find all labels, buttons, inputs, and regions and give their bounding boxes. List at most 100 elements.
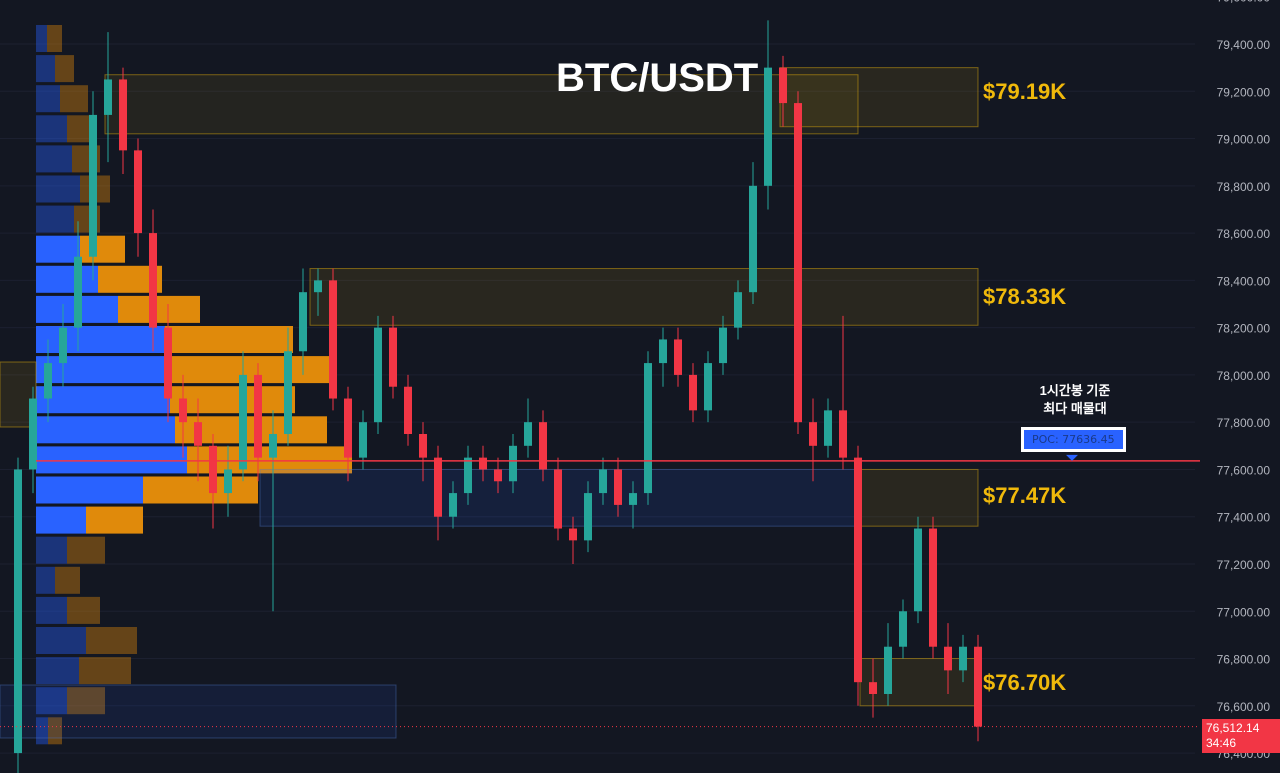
volume-profile-buy-bar [36, 235, 80, 263]
volume-profile-buy-bar [36, 356, 168, 384]
volume-profile-sell-bar [143, 476, 258, 504]
candle-body [149, 233, 157, 328]
candle-body [779, 67, 787, 104]
volume-profile-sell-bar [67, 536, 105, 564]
zone-box [859, 468, 979, 527]
candle-body [134, 150, 142, 234]
candle-body [659, 339, 667, 364]
candle-body [179, 398, 187, 423]
volume-profile-buy-bar [36, 566, 55, 594]
volume-profile-sell-bar [79, 657, 131, 685]
candle-body [839, 410, 847, 458]
volume-profile-sell-bar [55, 566, 80, 594]
volume-profile-sell-bar [86, 627, 137, 654]
candle-body [59, 327, 67, 364]
candle-body [584, 493, 592, 541]
zone-label: $76.70K [983, 670, 1067, 695]
y-tick-label: 79,600.00 [1217, 0, 1271, 5]
candle-body [629, 493, 637, 505]
candle-body [524, 422, 532, 446]
volume-profile-sell-bar [80, 235, 125, 263]
y-tick-label: 78,000.00 [1217, 369, 1271, 383]
candle-body [869, 682, 877, 694]
candle-body [44, 363, 52, 399]
candle-body [449, 493, 457, 517]
candle-body [794, 103, 802, 423]
candle-body [974, 646, 982, 727]
candle-body [419, 433, 427, 458]
candle-body [119, 79, 127, 151]
zone-box [859, 658, 979, 707]
y-tick-label: 76,600.00 [1217, 700, 1271, 714]
volume-profile-sell-bar [60, 85, 88, 113]
candle-body [104, 79, 112, 115]
candle-body [254, 374, 262, 458]
volume-profile-sell-bar [67, 596, 100, 624]
volume-profile-buy-bar [36, 687, 67, 715]
volume-profile-buy-bar [36, 265, 98, 293]
candle-body [194, 422, 202, 446]
volume-profile-buy-bar [36, 205, 74, 233]
volume-profile-buy-bar [36, 416, 175, 444]
annotation-line: 최다 매물대 [1043, 401, 1107, 416]
candle-body [899, 611, 907, 647]
candle-body [209, 445, 217, 494]
y-tick-label: 78,600.00 [1217, 227, 1271, 241]
candle-countdown: 34:46 [1206, 736, 1237, 750]
candle-body [674, 339, 682, 375]
current-price: 76,512.14 [1206, 721, 1260, 735]
candle-body [239, 374, 247, 470]
candle-body [434, 457, 442, 517]
candle-body [29, 398, 37, 470]
candle-body [884, 646, 892, 694]
volume-profile-buy-bar [36, 145, 72, 173]
annotation-line: 1시간봉 기준 [1039, 383, 1111, 398]
chart-title: BTC/USDT [556, 56, 759, 100]
y-tick-label: 78,400.00 [1217, 274, 1271, 288]
candle-body [269, 433, 277, 458]
volume-profile-sell-bar [67, 687, 105, 715]
volume-profile-sell-bar [165, 326, 293, 353]
candle-body [914, 528, 922, 612]
volume-profile-buy-bar [36, 596, 67, 624]
volume-profile-buy-bar [36, 446, 187, 474]
y-tick-label: 77,200.00 [1217, 558, 1271, 572]
candle-body [734, 292, 742, 328]
volume-profile-buy-bar [36, 115, 67, 143]
candle-body [74, 256, 82, 328]
candle-body [344, 398, 352, 458]
candle-body [89, 114, 97, 257]
zone-box [0, 684, 397, 739]
poc-label: POC: 77636.45 [1021, 427, 1126, 452]
y-tick-label: 78,200.00 [1217, 322, 1271, 336]
volume-profile-sell-bar [86, 506, 143, 534]
y-tick-label: 78,800.00 [1217, 180, 1271, 194]
candle-body [554, 469, 562, 529]
candle-body [14, 469, 22, 754]
candle-body [374, 327, 382, 423]
candle-body [689, 374, 697, 411]
current-price-label: 76,512.14 34:46 [1202, 719, 1280, 753]
candle-body [824, 410, 832, 446]
zone-box [309, 268, 979, 326]
candle-body [164, 327, 172, 399]
y-tick-label: 77,000.00 [1217, 605, 1271, 619]
candle-body [329, 280, 337, 399]
volume-profile-buy-bar [36, 55, 55, 83]
y-tick-label: 79,200.00 [1217, 85, 1271, 99]
candle-body [464, 457, 472, 494]
zone-label: $78.33K [983, 284, 1067, 309]
zone-box [779, 67, 979, 128]
candle-body [749, 185, 757, 293]
volume-profile-buy-bar [36, 476, 143, 504]
candle-body [404, 386, 412, 434]
candle-body [764, 67, 772, 186]
zone-label: $79.19K [983, 79, 1067, 104]
volume-profile-buy-bar [36, 717, 48, 745]
candle-body [539, 422, 547, 470]
y-tick-label: 79,000.00 [1217, 133, 1271, 147]
y-tick-label: 77,400.00 [1217, 511, 1271, 525]
y-tick-label: 79,400.00 [1217, 38, 1271, 52]
candle-body [299, 292, 307, 352]
